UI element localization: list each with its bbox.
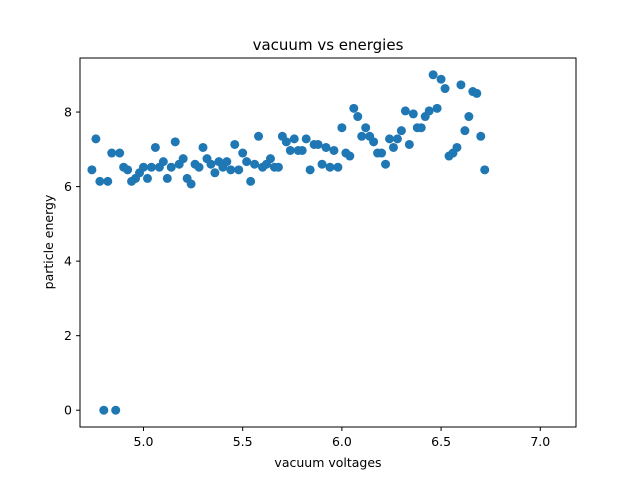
data-point-49 [281, 137, 291, 147]
data-point-66 [349, 103, 359, 113]
data-point-5 [107, 148, 117, 158]
data-point-27 [194, 162, 204, 172]
points-layer [87, 70, 490, 415]
data-point-94 [460, 126, 470, 136]
data-point-65 [345, 151, 355, 161]
data-point-31 [210, 168, 220, 178]
y-tick-label: 8 [64, 105, 72, 120]
data-point-73 [377, 148, 387, 158]
data-point-0 [87, 165, 97, 175]
ticks-layer: 5.0 5.5 6.0 6.5 7.0 0 2 4 6 8 [64, 105, 550, 449]
data-point-7 [115, 148, 125, 158]
plot-area-frame [79, 57, 577, 428]
x-tick-label: 5.5 [233, 434, 253, 449]
data-point-69 [361, 123, 371, 133]
data-point-3 [99, 405, 109, 415]
data-point-40 [246, 176, 256, 186]
data-point-55 [305, 165, 315, 175]
x-axis-label: vacuum voltages [274, 455, 381, 470]
data-point-63 [337, 123, 347, 133]
data-point-4 [103, 176, 113, 186]
data-point-30 [206, 159, 216, 169]
data-point-98 [476, 131, 486, 141]
data-point-13 [138, 162, 148, 172]
data-point-6 [111, 405, 121, 415]
data-point-28 [198, 142, 208, 152]
data-point-1 [91, 134, 101, 144]
y-tick-label: 2 [64, 328, 72, 343]
data-point-92 [452, 142, 462, 152]
data-point-38 [238, 148, 248, 158]
data-point-95 [464, 112, 474, 122]
x-tick-label: 5.0 [134, 434, 154, 449]
data-point-20 [166, 162, 176, 172]
data-point-35 [226, 165, 236, 175]
y-tick-label: 4 [64, 254, 72, 269]
y-axis-label: particle energy [41, 194, 56, 289]
data-point-67 [353, 112, 363, 122]
data-point-78 [396, 126, 406, 136]
data-point-39 [242, 157, 252, 167]
data-point-51 [289, 134, 299, 144]
data-point-60 [325, 162, 335, 172]
data-point-93 [456, 80, 466, 90]
data-point-41 [250, 159, 260, 169]
data-point-53 [297, 145, 307, 155]
chart-title: vacuum vs energies [253, 36, 404, 54]
data-point-61 [329, 145, 339, 155]
x-tick-label: 7.0 [530, 434, 550, 449]
data-point-68 [357, 131, 367, 141]
data-point-85 [424, 106, 434, 116]
data-point-86 [428, 70, 438, 80]
data-point-16 [150, 142, 160, 152]
data-point-74 [381, 159, 391, 169]
data-point-18 [158, 157, 168, 167]
data-point-75 [385, 134, 394, 144]
data-point-37 [234, 165, 244, 175]
data-point-23 [178, 154, 188, 164]
data-point-42 [254, 131, 264, 141]
data-point-71 [369, 137, 379, 147]
data-point-81 [408, 109, 418, 119]
data-point-59 [321, 142, 331, 152]
data-point-2 [95, 176, 105, 186]
data-point-34 [222, 157, 232, 167]
data-point-47 [273, 162, 283, 172]
data-point-76 [388, 142, 398, 152]
data-point-54 [301, 134, 311, 144]
data-point-19 [162, 173, 172, 183]
data-point-21 [170, 137, 180, 147]
data-point-9 [123, 165, 133, 175]
data-point-15 [146, 162, 156, 172]
x-tick-label: 6.0 [332, 434, 352, 449]
data-point-14 [142, 173, 152, 183]
data-point-97 [472, 88, 482, 98]
data-point-50 [285, 145, 295, 155]
data-point-83 [416, 123, 426, 133]
data-point-87 [432, 103, 442, 113]
data-point-80 [404, 139, 414, 149]
data-point-77 [392, 134, 402, 144]
y-tick-label: 6 [64, 179, 72, 194]
y-tick-label: 0 [64, 403, 72, 418]
data-point-58 [317, 159, 327, 169]
x-tick-label: 6.5 [431, 434, 451, 449]
data-point-99 [480, 165, 490, 175]
data-point-57 [313, 139, 323, 149]
data-point-25 [186, 179, 196, 189]
data-point-36 [230, 139, 240, 149]
data-point-88 [436, 74, 446, 84]
data-point-62 [333, 162, 343, 172]
data-point-79 [400, 106, 410, 116]
data-point-45 [265, 154, 275, 164]
data-point-89 [440, 84, 450, 94]
